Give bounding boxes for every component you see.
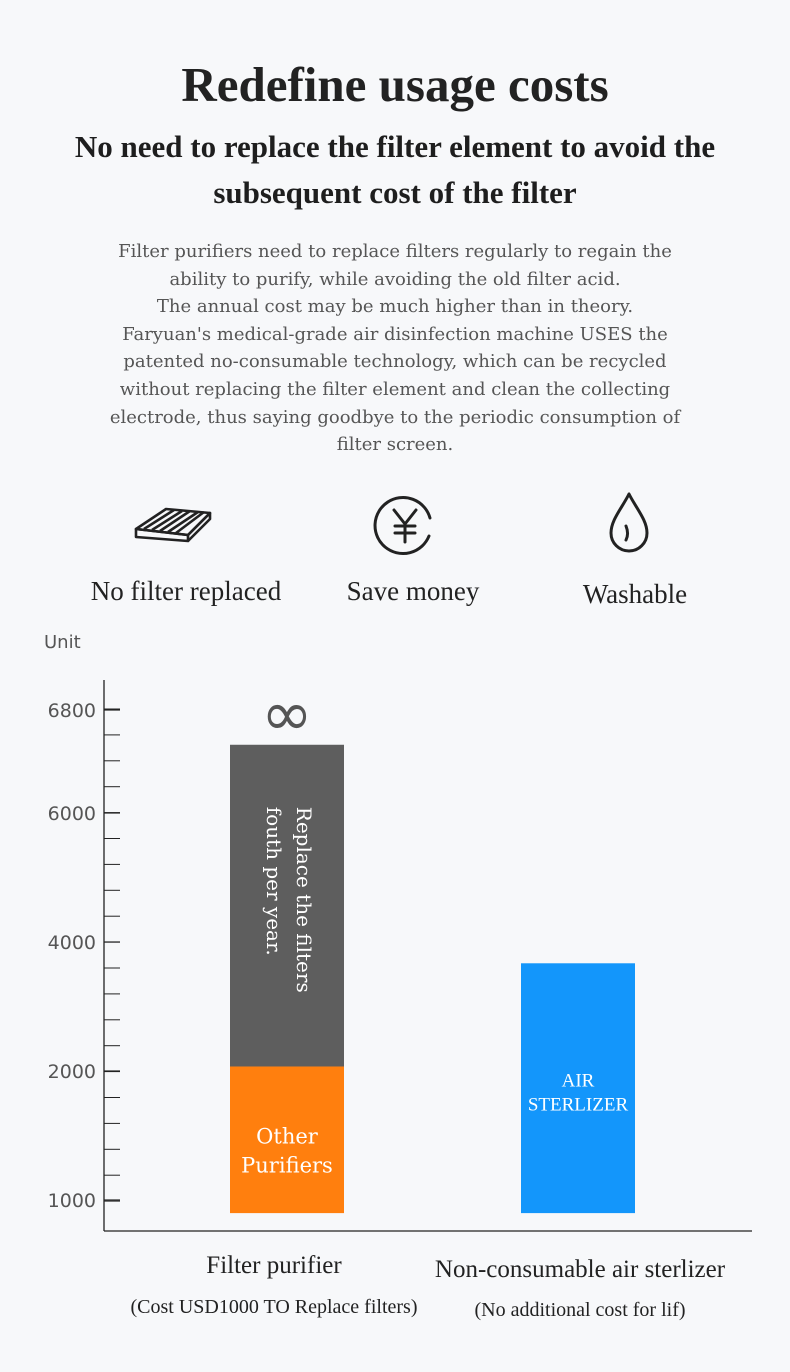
bar-segment-label: Replace the filters — [292, 807, 316, 993]
feature-label-no-filter: No filter replaced — [90, 576, 282, 606]
bar-segment-label: Purifiers — [241, 1153, 333, 1177]
feature-label-washable: Washable — [582, 579, 688, 609]
filter-panel-icon — [134, 507, 212, 543]
description-line: Filter purifiers need to replace filters… — [118, 241, 672, 262]
bar-segment-label: fouth per year. — [262, 807, 286, 956]
description-line: electrode, thus saying goodbye to the pe… — [109, 406, 681, 428]
y-tick-label: 6000 — [48, 803, 96, 825]
yen-coin-icon — [373, 496, 432, 555]
feature-label-save-money: Save money — [346, 576, 480, 606]
bar-segment-label: AIR — [562, 1070, 595, 1091]
bar-segment-label: Other — [256, 1124, 319, 1148]
bar-segment — [521, 963, 635, 1214]
infinity-marker: ∞ — [261, 677, 313, 750]
subtitle-line: subsequent cost of the filter — [213, 175, 577, 210]
bar-segment — [230, 744, 344, 1067]
description-line: The annual cost may be much higher than … — [156, 296, 634, 318]
description-line: patented no-consumable technology, which… — [123, 351, 667, 373]
bar-segment — [230, 1066, 344, 1214]
description-line: filter screen. — [336, 434, 454, 456]
bar-segment-label: STERLIZER — [528, 1094, 629, 1115]
y-axis-unit-label: Unit — [44, 632, 81, 653]
cost-bar-chart: 1000 2000 4000 6000 6800 Other Purifiers Repla… — [48, 677, 752, 1232]
page-subtitle: No need to replace the filter element to… — [20, 124, 770, 216]
y-tick-label: 4000 — [48, 932, 96, 954]
subtitle-line: No need to replace the filter element to… — [74, 129, 716, 164]
x-category-note: (No additional cost for lif) — [474, 1299, 686, 1321]
description-line: Faryuan's medical-grade air disinfection… — [122, 323, 668, 345]
description-line: without replacing the filter element and… — [119, 378, 671, 400]
x-category-label: Non-consumable air sterlizer — [434, 1256, 726, 1283]
x-category-note: (Cost USD1000 TO Replace filters) — [130, 1296, 418, 1318]
water-drop-icon — [609, 492, 649, 553]
x-category-label: Filter purifier — [206, 1252, 342, 1279]
y-tick-label: 2000 — [48, 1061, 96, 1083]
y-tick-label: 1000 — [48, 1190, 96, 1212]
description: Filter purifiers need to replace filters… — [60, 238, 730, 459]
page-title: Redefine usage costs — [181, 57, 609, 112]
description-line: ability to purify, while avoiding the ol… — [169, 268, 621, 290]
y-tick-label: 6800 — [48, 700, 96, 722]
